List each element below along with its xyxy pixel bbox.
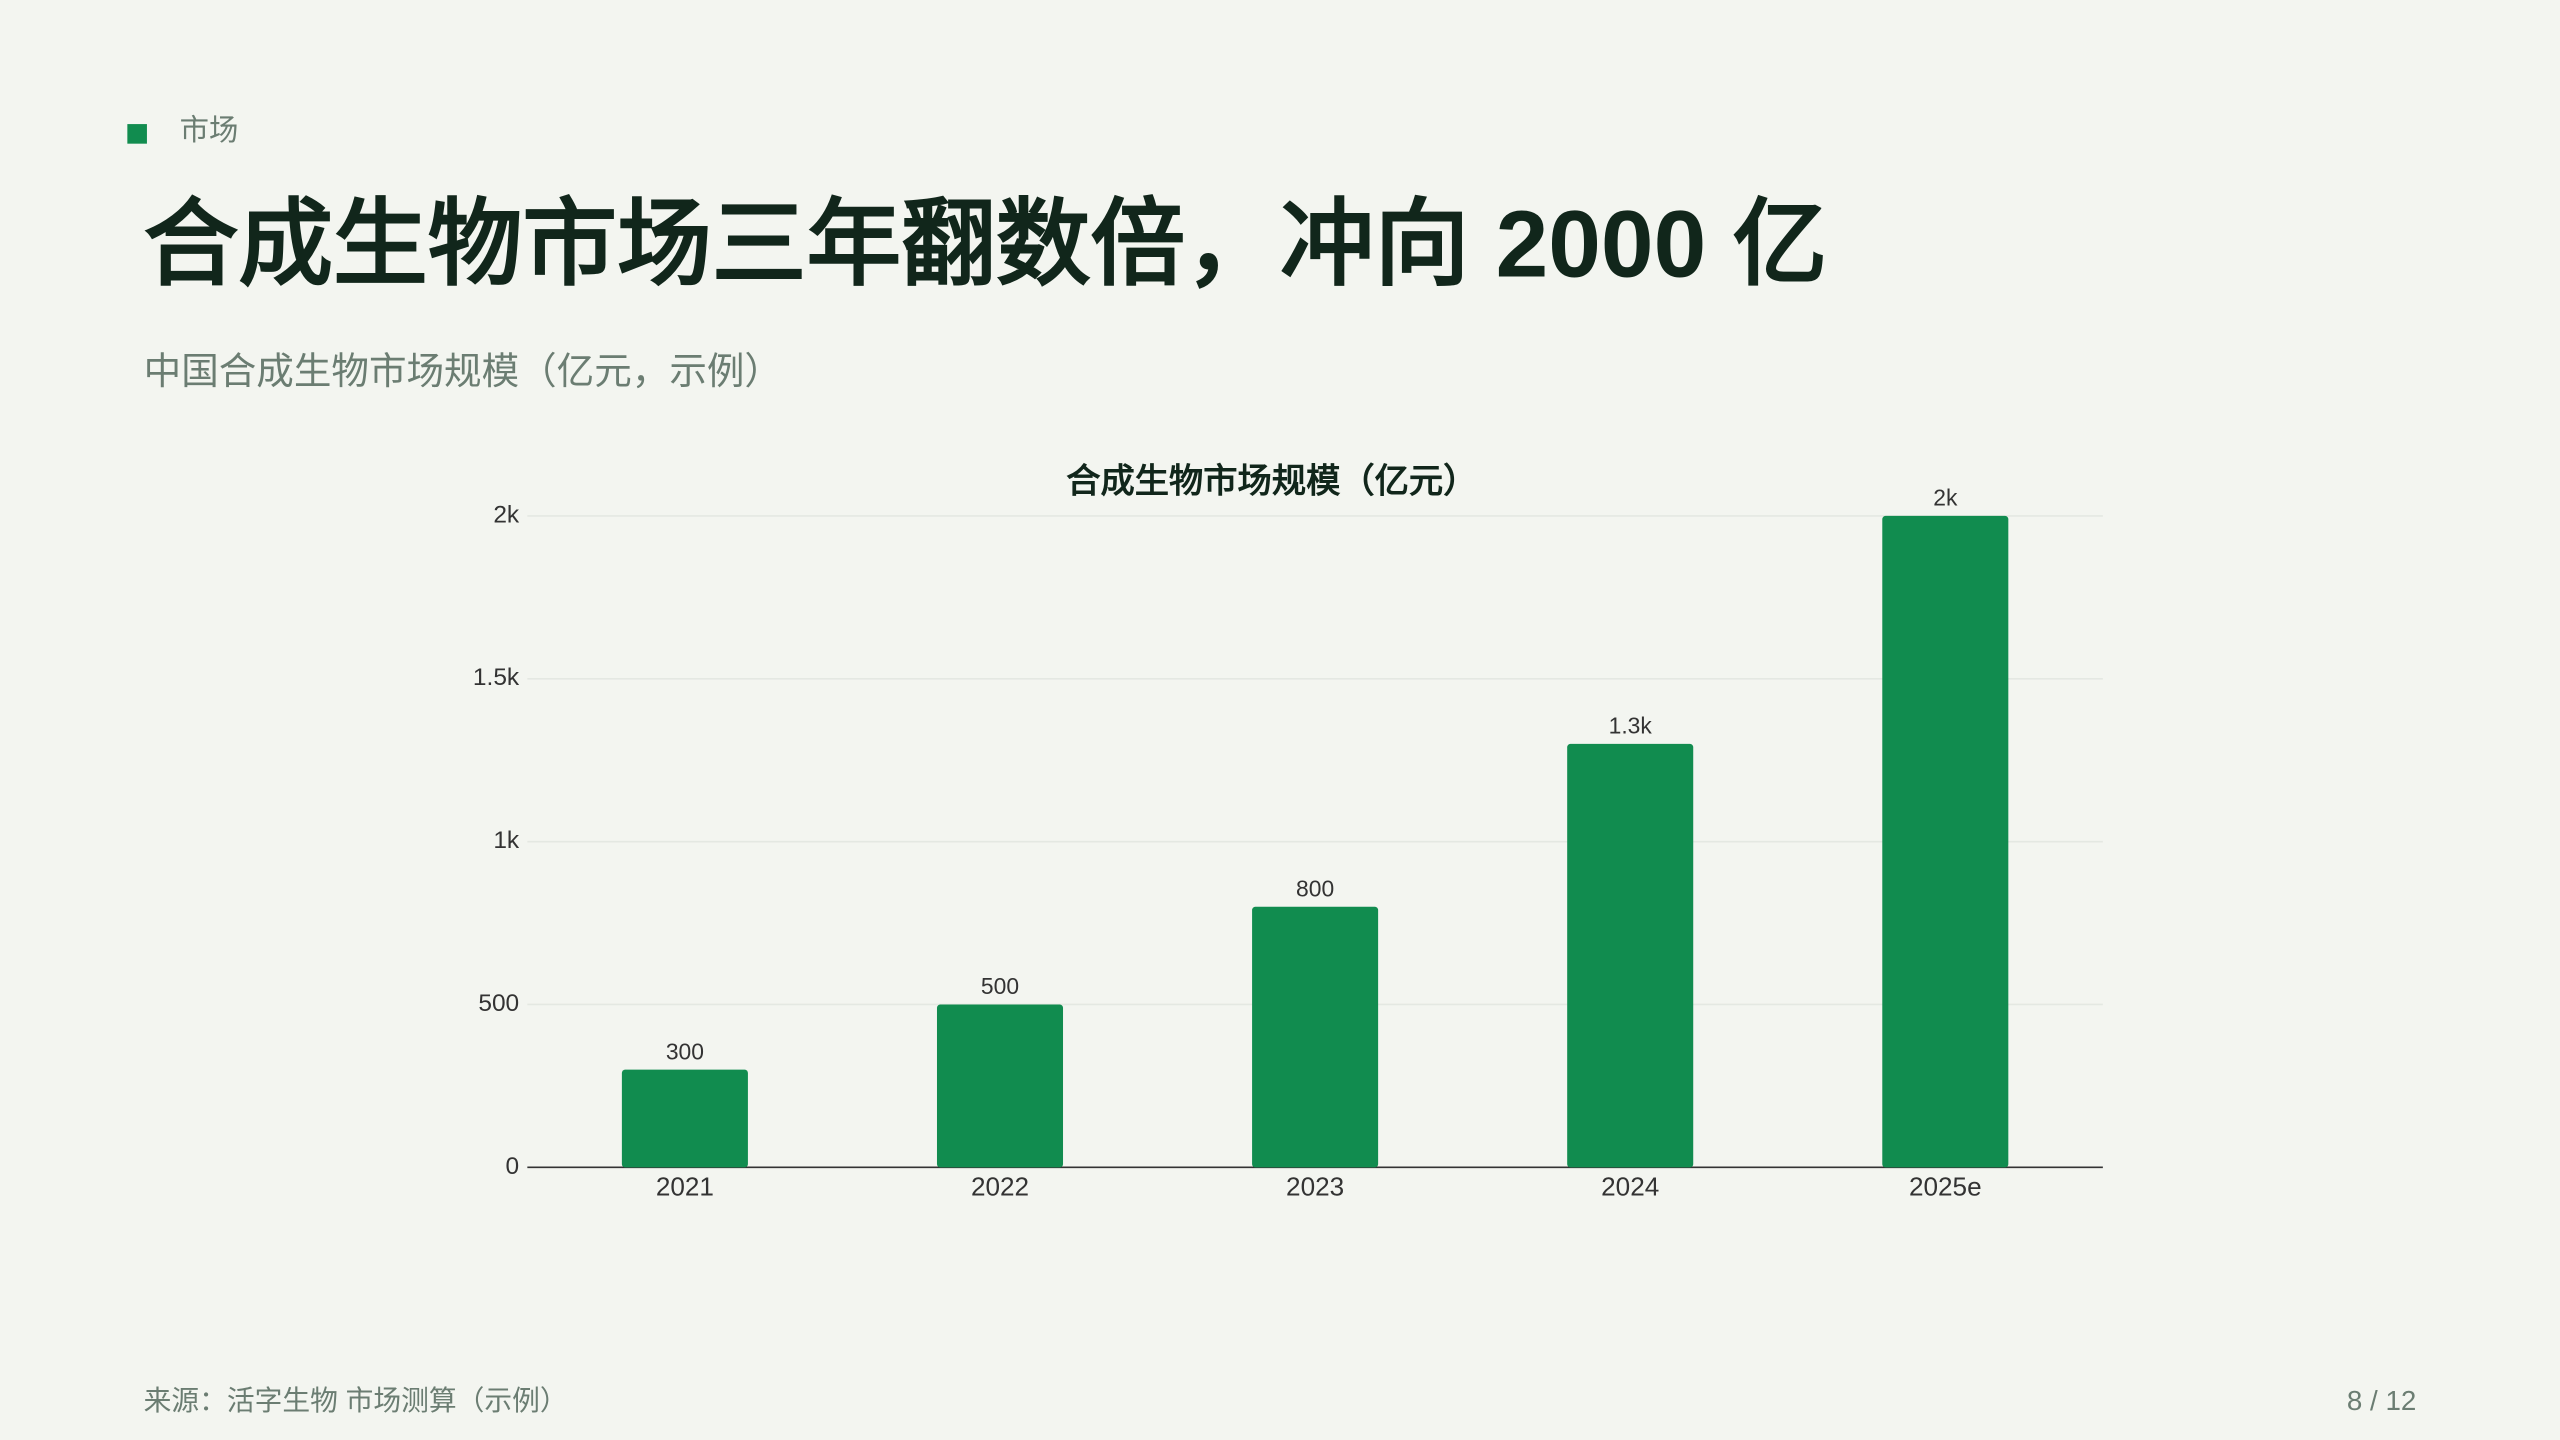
bar [1882, 515, 2009, 1168]
value-label: 300 [666, 1038, 704, 1064]
y-tick-label: 0 [506, 1153, 520, 1180]
slide-title: 合成生物市场三年翻数倍，冲向 2000 亿 [144, 191, 1828, 297]
value-label: 500 [981, 973, 1019, 999]
section-label: 市场 [180, 114, 239, 147]
x-tick-label: 2024 [1601, 1171, 1659, 1201]
source: 来源：活字生物 市场测算（示例） [144, 1385, 568, 1416]
x-tick-label: 2023 [1286, 1171, 1344, 1201]
bar [1252, 906, 1379, 1168]
section-marker [127, 124, 147, 144]
bar [621, 1069, 748, 1168]
chart-title: 合成生物市场规模（亿元） [1066, 461, 1477, 500]
y-tick-label: 1k [493, 827, 520, 854]
page-number: 8 / 12 [2347, 1385, 2416, 1416]
y-tick-label: 2k [493, 501, 520, 528]
y-tick-label: 1.5k [473, 664, 520, 691]
subtitle: 中国合成生物市场规模（亿元，示例） [144, 350, 782, 392]
value-label: 800 [1296, 875, 1334, 901]
y-tick-label: 500 [478, 990, 519, 1017]
x-tick-label: 2025e [1909, 1171, 1982, 1201]
x-tick-label: 2022 [971, 1171, 1029, 1201]
bar [1567, 743, 1694, 1168]
x-tick-label: 2021 [656, 1171, 714, 1201]
value-label: 1.3k [1609, 713, 1653, 739]
bar [936, 1004, 1064, 1168]
value-label: 2k [1933, 485, 1958, 511]
